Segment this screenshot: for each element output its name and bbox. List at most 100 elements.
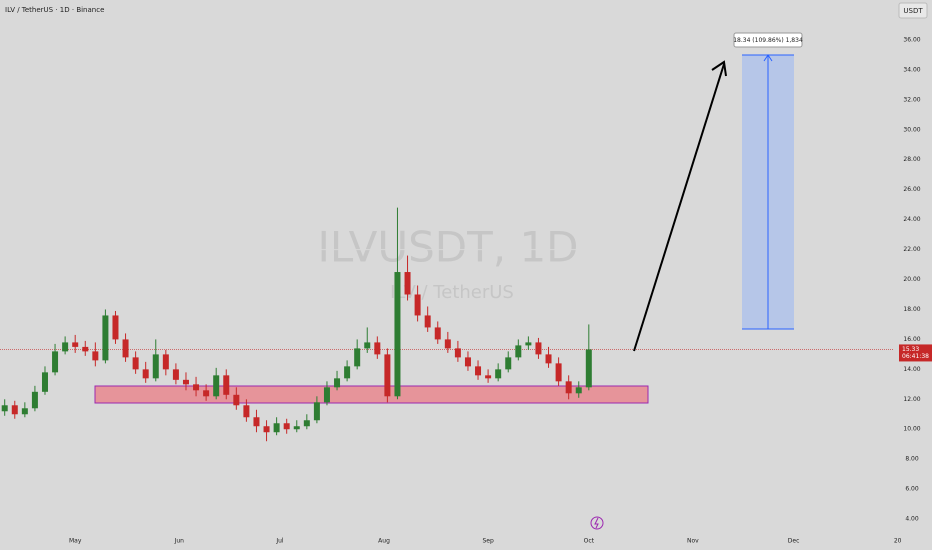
candle-body [495, 369, 502, 379]
watermark: ILVUSDT, 1D [317, 223, 578, 272]
last-price-tag [899, 344, 932, 362]
y-tick-label: 22.00 [903, 246, 920, 253]
candle-body [152, 354, 159, 379]
x-tick-label: Aug [378, 538, 390, 545]
y-tick-label: 14.00 [903, 366, 920, 373]
candle-body [233, 394, 240, 406]
candle-body [273, 423, 280, 433]
candle-body [243, 405, 250, 418]
candle-body [505, 357, 512, 370]
candle-body [223, 375, 230, 395]
currency-box [898, 2, 928, 19]
event-bolt [594, 517, 599, 529]
y-tick-label: 10.00 [903, 426, 920, 433]
candle-body [263, 426, 270, 433]
candle-body [404, 272, 411, 295]
candle-body [555, 363, 562, 382]
x-tick-label: Jul [275, 538, 284, 545]
candle-body [334, 378, 341, 388]
candle-body [52, 351, 59, 373]
x-tick-label: Sep [482, 538, 494, 545]
countdown: 06:41:38 [902, 353, 929, 360]
candle-body [283, 423, 290, 430]
y-tick-label: 34.00 [903, 66, 920, 73]
chart-title: ILV / TetherUS · 1D · Binance [5, 6, 104, 14]
candle-body [182, 379, 189, 385]
event-icon [590, 516, 604, 530]
candle-body [82, 346, 89, 352]
candle-body [62, 342, 69, 352]
candle-body [253, 417, 260, 427]
y-tick-label: 20.00 [903, 276, 920, 283]
candle-body [475, 366, 482, 376]
candle-body [525, 342, 532, 346]
candle-body [132, 357, 139, 370]
measure-box [733, 32, 803, 48]
candle-body [293, 426, 300, 430]
candle-body [92, 351, 99, 361]
candle-body [172, 369, 179, 380]
candle-body [354, 348, 361, 367]
candle-body [545, 354, 552, 364]
candle-body [162, 354, 169, 370]
candle-body [454, 348, 461, 358]
candle-body [102, 315, 109, 361]
y-tick-label: 26.00 [903, 186, 920, 193]
candle-body [424, 315, 431, 328]
measure-label: 18.34 (109.86%) 1,834 [733, 37, 803, 44]
candle-body [21, 408, 28, 415]
y-tick-label: 16.00 [903, 336, 920, 343]
candle-body [394, 272, 401, 397]
candle-body [122, 339, 129, 358]
candle-body [142, 369, 149, 379]
y-tick-label: 32.00 [903, 96, 920, 103]
watermark-subtitle: ILV / TetherUS [390, 282, 514, 303]
y-tick-label: 30.00 [903, 126, 920, 133]
candle-body [464, 357, 471, 367]
x-tick-label: Nov [687, 538, 699, 545]
candle-body [303, 420, 310, 427]
x-tick-label: Jun [174, 538, 185, 545]
x-tick-label: May [69, 538, 82, 545]
y-tick-label: 24.00 [903, 216, 920, 223]
candle-body [364, 342, 371, 349]
x-tick-label: Dec [788, 538, 800, 545]
candle-body [1, 405, 8, 412]
y-tick-label: 28.00 [903, 156, 920, 163]
target-arrow-head [763, 54, 773, 62]
last-price-label: 15.33 [902, 346, 919, 353]
candle-body [323, 387, 330, 403]
candle-body [11, 405, 18, 415]
candle-body [112, 315, 119, 340]
candle-body [485, 375, 492, 379]
candle-body [344, 366, 351, 379]
support-zone [94, 385, 649, 404]
y-tick-label: 6.00 [905, 486, 919, 493]
candle-body [313, 402, 320, 421]
y-tick-label: 36.00 [903, 36, 920, 43]
candle-body [41, 372, 48, 392]
x-tick-label: Oct [584, 538, 595, 545]
candle-body [193, 384, 200, 391]
projection-arrow-head [711, 60, 727, 77]
candle-body [213, 375, 220, 397]
currency: USDT [903, 7, 923, 15]
y-tick-label: 4.00 [905, 516, 919, 523]
candle-body [565, 381, 572, 394]
x-tick-label: 20 [894, 538, 902, 545]
y-tick-label: 18.00 [903, 306, 920, 313]
candle-body [31, 391, 38, 409]
y-tick-label: 12.00 [903, 396, 920, 403]
candle-body [203, 390, 210, 397]
candle-body [515, 345, 522, 358]
candle-body [72, 342, 79, 347]
candle-body [414, 294, 421, 316]
candle-body [444, 339, 451, 349]
y-tick-label: 8.00 [905, 456, 919, 463]
candle-body [535, 342, 542, 355]
projection-arrow [633, 63, 725, 352]
candle-body [434, 327, 441, 340]
candle-body [585, 349, 592, 388]
candle-body [575, 387, 582, 394]
